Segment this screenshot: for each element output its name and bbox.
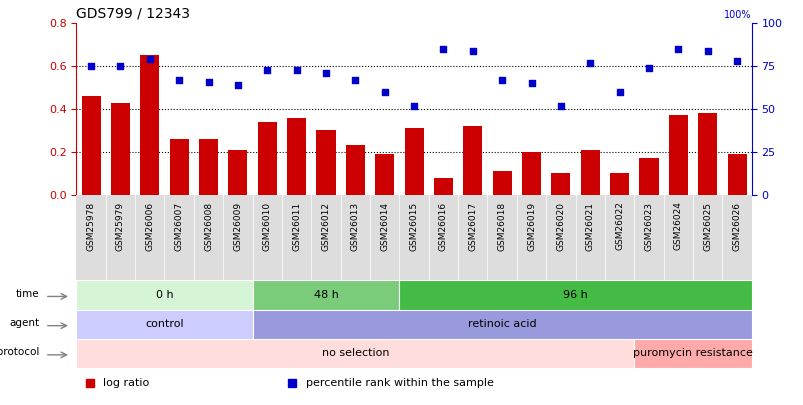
Text: GSM25978: GSM25978 (87, 202, 96, 251)
Point (583, 60, 596, 66)
Text: GSM26017: GSM26017 (467, 202, 477, 251)
Text: 96 h: 96 h (562, 290, 587, 300)
Text: GSM26021: GSM26021 (585, 202, 594, 251)
Bar (375, 154, 393, 195)
Bar (258, 122, 276, 195)
Text: GSM26007: GSM26007 (174, 202, 183, 251)
Bar (638, 158, 658, 195)
Point (700, 47, 713, 54)
Point (407, 102, 420, 109)
Text: GSM26010: GSM26010 (263, 202, 271, 251)
Point (524, 80, 537, 87)
Bar (463, 126, 482, 195)
Text: GSM26011: GSM26011 (291, 202, 301, 251)
Bar (76, 339, 634, 368)
Bar (169, 139, 189, 195)
Text: GSM26014: GSM26014 (380, 202, 389, 251)
Bar (727, 154, 746, 195)
Text: GSM26018: GSM26018 (497, 202, 506, 251)
Text: no selection: no selection (321, 348, 389, 358)
Bar (316, 130, 335, 195)
Point (466, 47, 479, 54)
Text: GSM26026: GSM26026 (732, 202, 740, 251)
Text: GSM26015: GSM26015 (409, 202, 418, 251)
Text: GSM26022: GSM26022 (614, 202, 623, 250)
Text: 48 h: 48 h (313, 290, 338, 300)
Point (730, 58, 743, 64)
Bar (434, 177, 452, 195)
Text: GSM26024: GSM26024 (673, 202, 682, 250)
Bar (228, 150, 247, 195)
Text: GDS799 / 12343: GDS799 / 12343 (76, 7, 190, 21)
Bar (287, 117, 306, 195)
Bar (198, 139, 218, 195)
Text: puromycin resistance: puromycin resistance (632, 348, 752, 358)
Bar (404, 128, 423, 195)
Point (319, 70, 332, 76)
Point (671, 46, 684, 52)
Point (143, 56, 156, 63)
Text: growth protocol: growth protocol (0, 347, 40, 357)
Bar (345, 145, 365, 195)
Point (84, 63, 97, 69)
Bar (492, 171, 511, 195)
Bar (697, 113, 716, 195)
Point (495, 77, 508, 83)
Bar (76, 309, 252, 339)
Point (437, 46, 450, 52)
Bar (140, 55, 159, 195)
Text: log ratio: log ratio (104, 377, 149, 388)
Bar (76, 280, 252, 309)
Text: time: time (16, 288, 40, 298)
Text: GSM26006: GSM26006 (145, 202, 154, 251)
Text: GSM26025: GSM26025 (703, 202, 711, 251)
Bar (252, 280, 399, 309)
Bar (551, 173, 569, 195)
Text: percentile rank within the sample: percentile rank within the sample (306, 377, 493, 388)
Bar (634, 339, 751, 368)
Point (613, 89, 626, 95)
Point (554, 102, 567, 109)
Bar (252, 309, 751, 339)
Text: GSM26013: GSM26013 (350, 202, 360, 251)
Point (114, 63, 127, 69)
Bar (111, 102, 130, 195)
Text: GSM26012: GSM26012 (321, 202, 330, 251)
Point (642, 65, 654, 71)
Text: GSM26023: GSM26023 (644, 202, 653, 251)
Text: retinoic acid: retinoic acid (467, 319, 536, 329)
Text: GSM26019: GSM26019 (526, 202, 536, 251)
Point (202, 79, 214, 85)
Bar (81, 96, 100, 195)
Point (260, 66, 273, 73)
Text: GSM26008: GSM26008 (204, 202, 213, 251)
Text: 0 h: 0 h (156, 290, 173, 300)
Bar (399, 280, 751, 309)
Text: 100%: 100% (724, 10, 751, 20)
Text: GSM25979: GSM25979 (116, 202, 124, 251)
Point (173, 77, 185, 83)
Bar (580, 150, 599, 195)
Point (231, 82, 244, 88)
Text: GSM26020: GSM26020 (556, 202, 565, 251)
Bar (521, 152, 540, 195)
Point (290, 66, 303, 73)
Point (349, 77, 361, 83)
Bar (668, 115, 687, 195)
Text: control: control (145, 319, 184, 329)
Text: GSM26009: GSM26009 (233, 202, 242, 251)
Text: agent: agent (10, 318, 40, 328)
Bar (609, 173, 629, 195)
Point (377, 89, 390, 95)
Text: GSM26016: GSM26016 (438, 202, 447, 251)
